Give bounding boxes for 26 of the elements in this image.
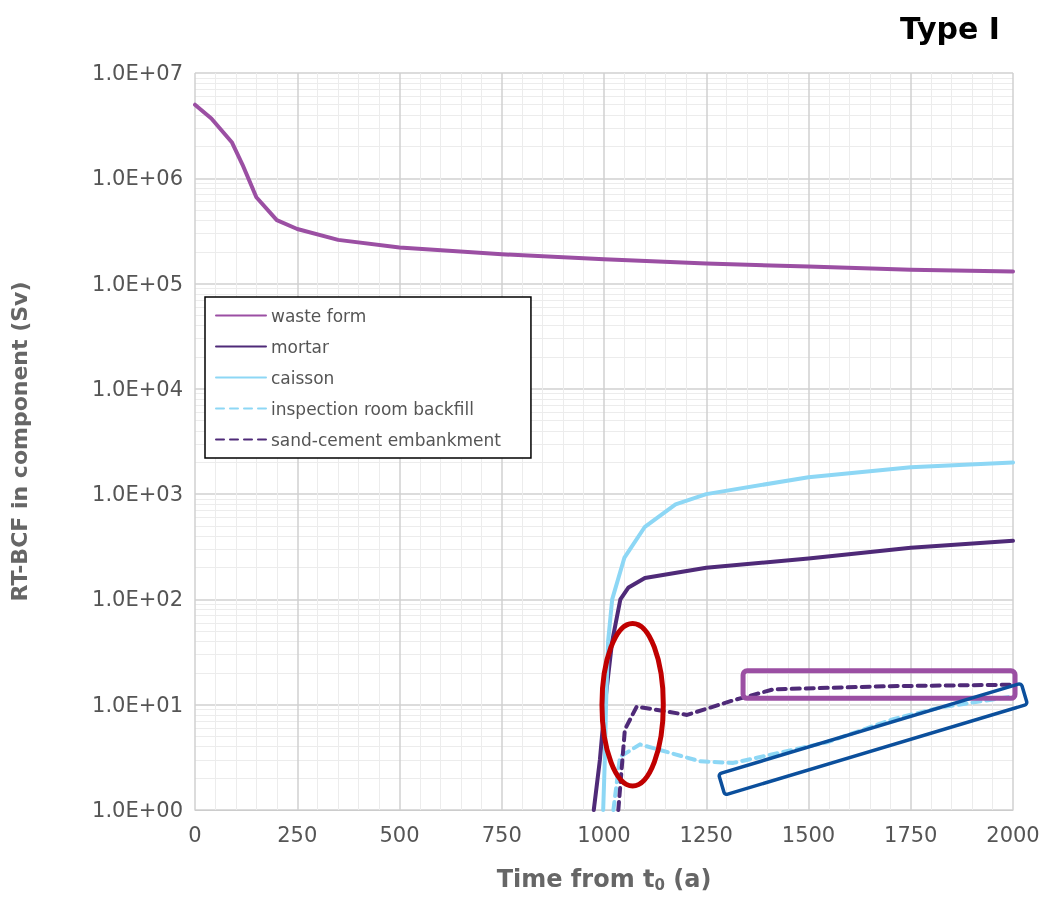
y-axis-title: RT-BCF in component (Sv)	[6, 281, 32, 602]
x-tick-label: 0	[188, 822, 202, 847]
line-series	[193, 102, 1015, 274]
x-tick-label: 1250	[679, 822, 733, 847]
y-tick-label: 1.0E+06	[92, 166, 183, 191]
x-tick-label: 750	[481, 822, 522, 847]
legend-label: sand-cement embankment	[271, 429, 502, 450]
y-tick-label: 1.0E+05	[92, 271, 183, 296]
legend-label: waste form	[271, 305, 367, 326]
x-tick-label: 500	[379, 822, 420, 847]
x-tick-label: 2000	[986, 822, 1040, 847]
legend-label: mortar	[271, 336, 330, 357]
legend-label: caisson	[271, 367, 335, 388]
chart-title: Type I	[900, 10, 1000, 46]
x-tick-label: 1750	[884, 822, 938, 847]
legend-label: inspection room backfill	[271, 398, 474, 419]
y-tick-label: 1.0E+07	[92, 61, 183, 85]
x-tick-label: 1000	[577, 822, 631, 847]
x-tick-label: 250	[277, 822, 318, 847]
y-tick-label: 1.0E+02	[92, 587, 183, 612]
line-series	[601, 460, 1015, 812]
y-tick-label: 1.0E+04	[92, 376, 183, 401]
x-tick-label: 1500	[781, 822, 836, 847]
y-tick-label: 1.0E+01	[92, 692, 183, 717]
y-tick-label: 1.0E+03	[92, 482, 183, 507]
y-tick-label: 1.0E+00	[92, 798, 183, 822]
